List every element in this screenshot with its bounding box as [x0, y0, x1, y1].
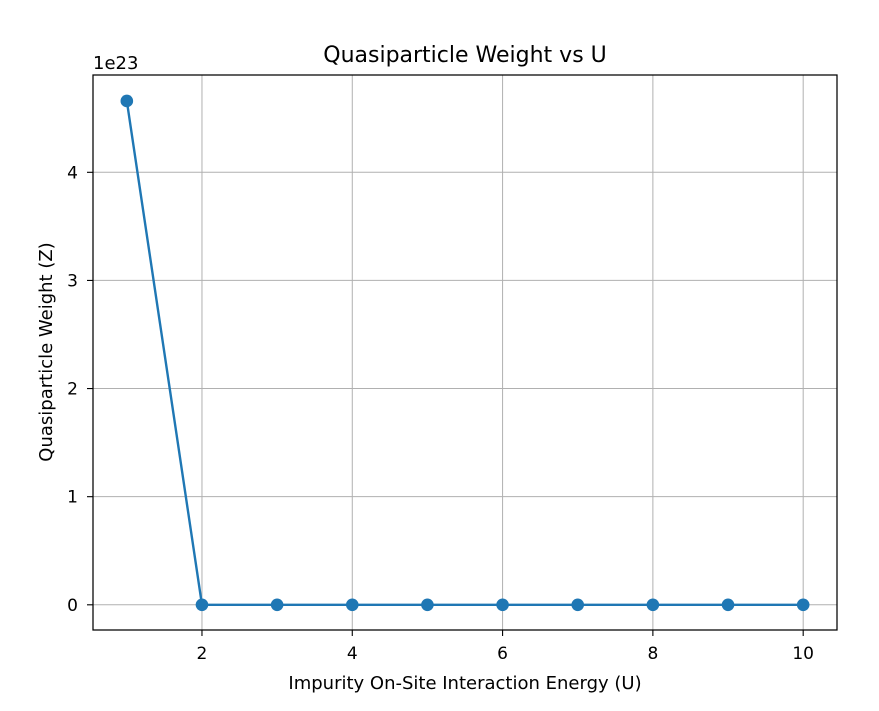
data-point — [345, 598, 359, 612]
data-point — [571, 598, 585, 612]
chart-title: Quasiparticle Weight vs U — [323, 43, 607, 68]
data-point — [421, 598, 434, 612]
data-point — [646, 598, 660, 612]
x-tick-label: 4 — [347, 644, 358, 664]
y-tick-label: 2 — [67, 380, 78, 400]
axes-frame — [92, 74, 838, 631]
y-axis-label: Quasiparticle Weight (Z) — [36, 242, 57, 461]
y-tick-label: 1 — [67, 488, 78, 508]
y-tick-label: 4 — [67, 163, 78, 183]
data-series — [120, 94, 810, 612]
x-axis-label: Impurity On-Site Interaction Energy (U) — [288, 673, 641, 694]
x-tick-label: 6 — [497, 644, 508, 664]
data-point — [270, 598, 284, 612]
x-tick-label: 8 — [647, 644, 658, 664]
y-axis-offset-label: 1e23 — [93, 53, 138, 74]
x-axis-ticks: 2 4 6 8 10 — [197, 630, 814, 664]
data-point — [496, 598, 509, 612]
x-tick-label: 2 — [197, 644, 208, 664]
data-point — [796, 598, 810, 612]
x-tick-label: 10 — [792, 644, 814, 664]
data-point — [195, 598, 209, 612]
y-tick-label: 3 — [67, 271, 78, 291]
series-line — [125, 100, 804, 607]
y-tick-label: 0 — [67, 596, 78, 616]
data-point — [721, 598, 735, 612]
data-point — [120, 94, 134, 108]
y-axis-ticks: 0 1 2 3 4 — [67, 163, 93, 616]
